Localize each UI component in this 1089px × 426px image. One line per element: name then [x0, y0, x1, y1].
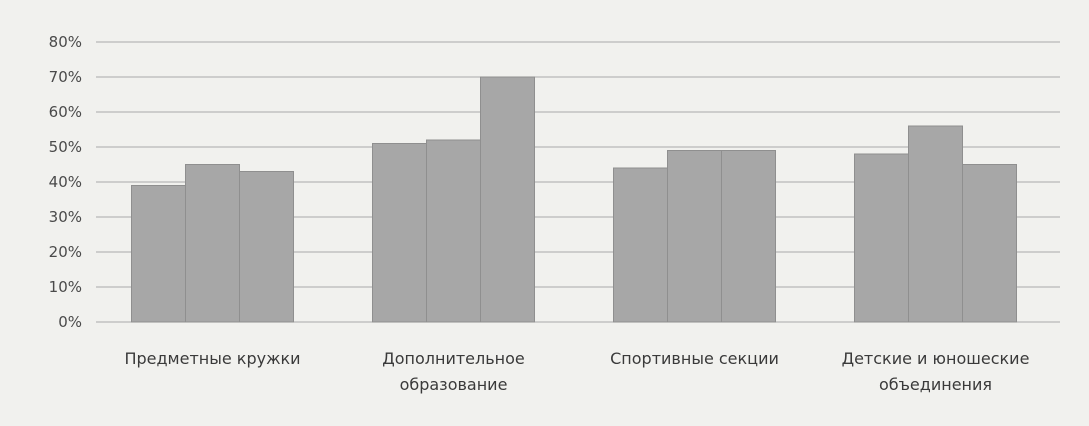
category-label: Детские и юношеские [842, 349, 1030, 368]
y-tick-label: 20% [49, 243, 82, 261]
category-label: образование [400, 375, 508, 394]
bar [426, 139, 481, 323]
category-label: Дополнительное [382, 349, 525, 368]
bar [372, 143, 427, 323]
bar [239, 171, 294, 323]
y-tick-label: 10% [49, 278, 82, 296]
bars [131, 76, 1017, 323]
bar [613, 167, 668, 323]
y-tick-label: 70% [49, 68, 82, 86]
y-tick-label: 50% [49, 138, 82, 156]
y-tick-label: 0% [58, 313, 82, 331]
x-axis-categories: Предметные кружки Дополнительное образован… [124, 349, 1029, 394]
bar [667, 150, 722, 323]
bar [480, 76, 535, 323]
category-label: Предметные кружки [124, 349, 300, 368]
bar [131, 185, 186, 323]
category-label: объединения [879, 375, 992, 394]
bar [962, 164, 1017, 323]
y-tick-label: 40% [49, 173, 82, 191]
category-label: Спортивные секции [610, 349, 779, 368]
y-tick-label: 30% [49, 208, 82, 226]
bar [854, 153, 909, 323]
y-tick-label: 80% [49, 33, 82, 51]
bar [721, 150, 776, 323]
bar [908, 125, 963, 323]
y-tick-label: 60% [49, 103, 82, 121]
y-axis-ticks: 0% 10% 20% 30% 40% 50% 60% 70% 80% [49, 33, 82, 331]
bar [185, 164, 240, 323]
